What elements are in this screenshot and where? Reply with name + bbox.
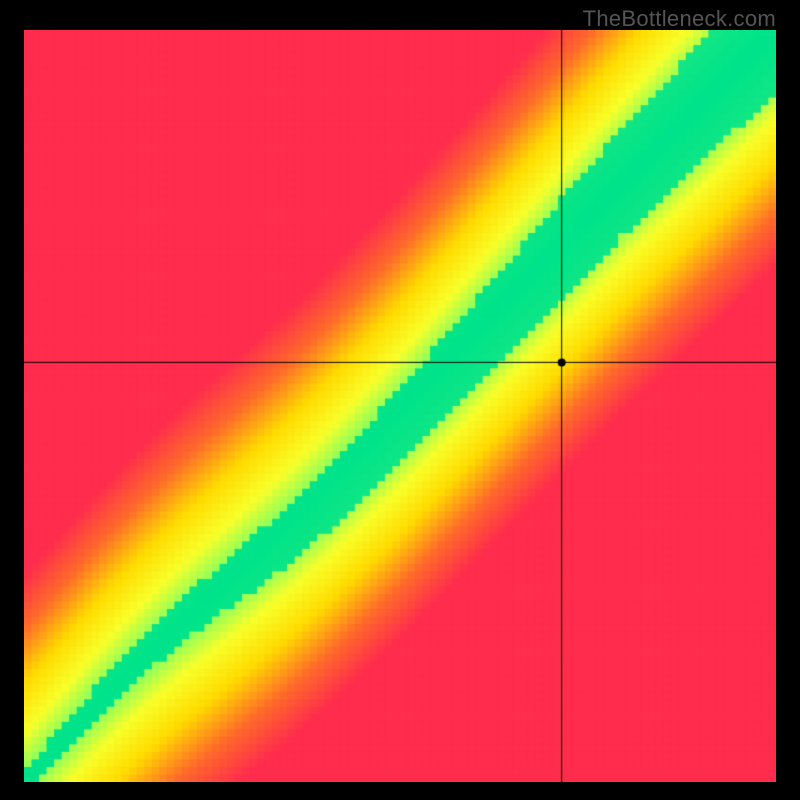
bottleneck-heatmap	[24, 30, 776, 782]
watermark-text: TheBottleneck.com	[583, 6, 776, 32]
